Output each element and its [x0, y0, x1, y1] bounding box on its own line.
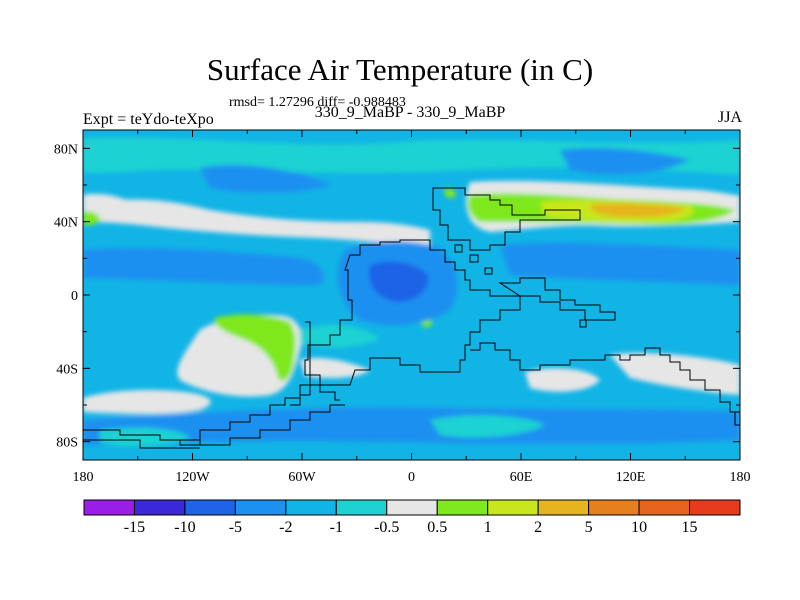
y-tick-label: 80N [54, 142, 78, 157]
colorbar-label: -15 [124, 519, 145, 536]
central-colder-core [368, 261, 429, 302]
southern-cold-ring [83, 407, 740, 445]
x-axis: 180 120W 60W 0 60E 120E 180 [73, 130, 751, 485]
colorbar-swatch [487, 499, 539, 516]
far-east-outline [730, 411, 740, 426]
equator-cool-patch [300, 324, 380, 348]
north-neutral-band [83, 199, 430, 245]
central-continent-outline [304, 239, 521, 386]
arctic-cold-patch [200, 165, 330, 193]
south-pacific-neutral [610, 353, 740, 395]
y-axis: 80N 40N 0 40S 80S [54, 142, 740, 451]
southern-landmass-outline [470, 342, 740, 413]
x-tick-label: 180 [73, 470, 94, 485]
southern-neutral-strip [300, 358, 370, 378]
comparison-label: 330_9_MaBP - 330_9_MaBP [314, 104, 506, 121]
x-tick-label: 120E [616, 470, 646, 485]
chart-title: Surface Air Temperature (in C) [206, 52, 594, 87]
east-tropical-cold [500, 242, 740, 285]
northeast-hot-core [590, 203, 685, 218]
colorbar-label: 5 [585, 519, 593, 536]
south-neutral-ocean [83, 390, 211, 414]
y-tick-label: 40S [56, 362, 78, 377]
x-tick-label: 120W [175, 470, 210, 485]
colorbar-label: 0.5 [427, 519, 447, 536]
temperature-field [83, 130, 740, 460]
island-outline-4 [484, 267, 493, 275]
south-cool-patch [430, 415, 545, 438]
north-central-cold [560, 148, 690, 175]
colorbar-swatch [537, 499, 590, 516]
x-tick-label: 60W [288, 470, 316, 485]
y-tick-label: 80S [56, 436, 78, 451]
colorbar-label: -10 [174, 519, 195, 536]
season-label: JJA [717, 109, 742, 126]
colorbar-swatch [285, 499, 337, 516]
colorbar-label: -1 [330, 519, 343, 536]
colorbar-swatch [689, 499, 741, 516]
colorbar-swatch [83, 499, 135, 516]
polar-coast-outline [83, 429, 201, 446]
x-tick-label: 180 [730, 470, 751, 485]
stats-line: rmsd= 1.27296 diff= -0.988483 [229, 95, 406, 110]
colorbar-label: 15 [682, 519, 698, 536]
y-tick-label: 40N [54, 216, 78, 231]
coastline-outlines [83, 187, 740, 449]
eastern-peninsula-outline [498, 277, 616, 321]
island-outline-2 [469, 254, 479, 263]
y-tick-label: 0 [71, 289, 78, 304]
colorbar-swatch [184, 499, 236, 516]
colorbar-swatch [638, 499, 691, 516]
colorbar-label: 10 [631, 519, 647, 536]
northern-continent-outline [432, 187, 581, 251]
south-east-neutral-patch [525, 368, 600, 392]
colorbar-label: 1 [484, 519, 492, 536]
colorbar-swatch [133, 499, 186, 516]
south-polar-ridge-outline [200, 404, 345, 446]
southwest-coast-outline [180, 384, 340, 441]
west-neutral-patch [83, 193, 130, 206]
colorbar-label: -0.5 [374, 519, 399, 536]
colorbar-label: -5 [229, 519, 242, 536]
southern-plate-outline [290, 321, 311, 406]
x-tick-label: 60E [510, 470, 533, 485]
colorbar-swatch [436, 499, 489, 516]
x-tick-label: 0 [408, 470, 415, 485]
far-south-outline [83, 439, 200, 449]
colorbar-swatch [386, 499, 438, 516]
colorbar-swatch [335, 499, 388, 516]
southwest-cool-patch [100, 427, 190, 447]
tropical-cold-band [83, 247, 324, 285]
colorbar-label: 2 [534, 519, 542, 536]
colorbar-label: -2 [279, 519, 292, 536]
south-warm-tongue [214, 314, 296, 381]
colorbar-swatch [234, 499, 287, 516]
island-outline-3 [579, 319, 587, 328]
arctic-warm-spot [444, 188, 456, 198]
island-outline-1 [454, 244, 463, 253]
colorbar: -15 -10 -5 -2 -1 -0.5 0.5 1 2 5 10 15 [83, 499, 741, 536]
colorbar-swatch [588, 499, 640, 516]
experiment-label: Expt = teYdo-teXpo [83, 111, 214, 128]
